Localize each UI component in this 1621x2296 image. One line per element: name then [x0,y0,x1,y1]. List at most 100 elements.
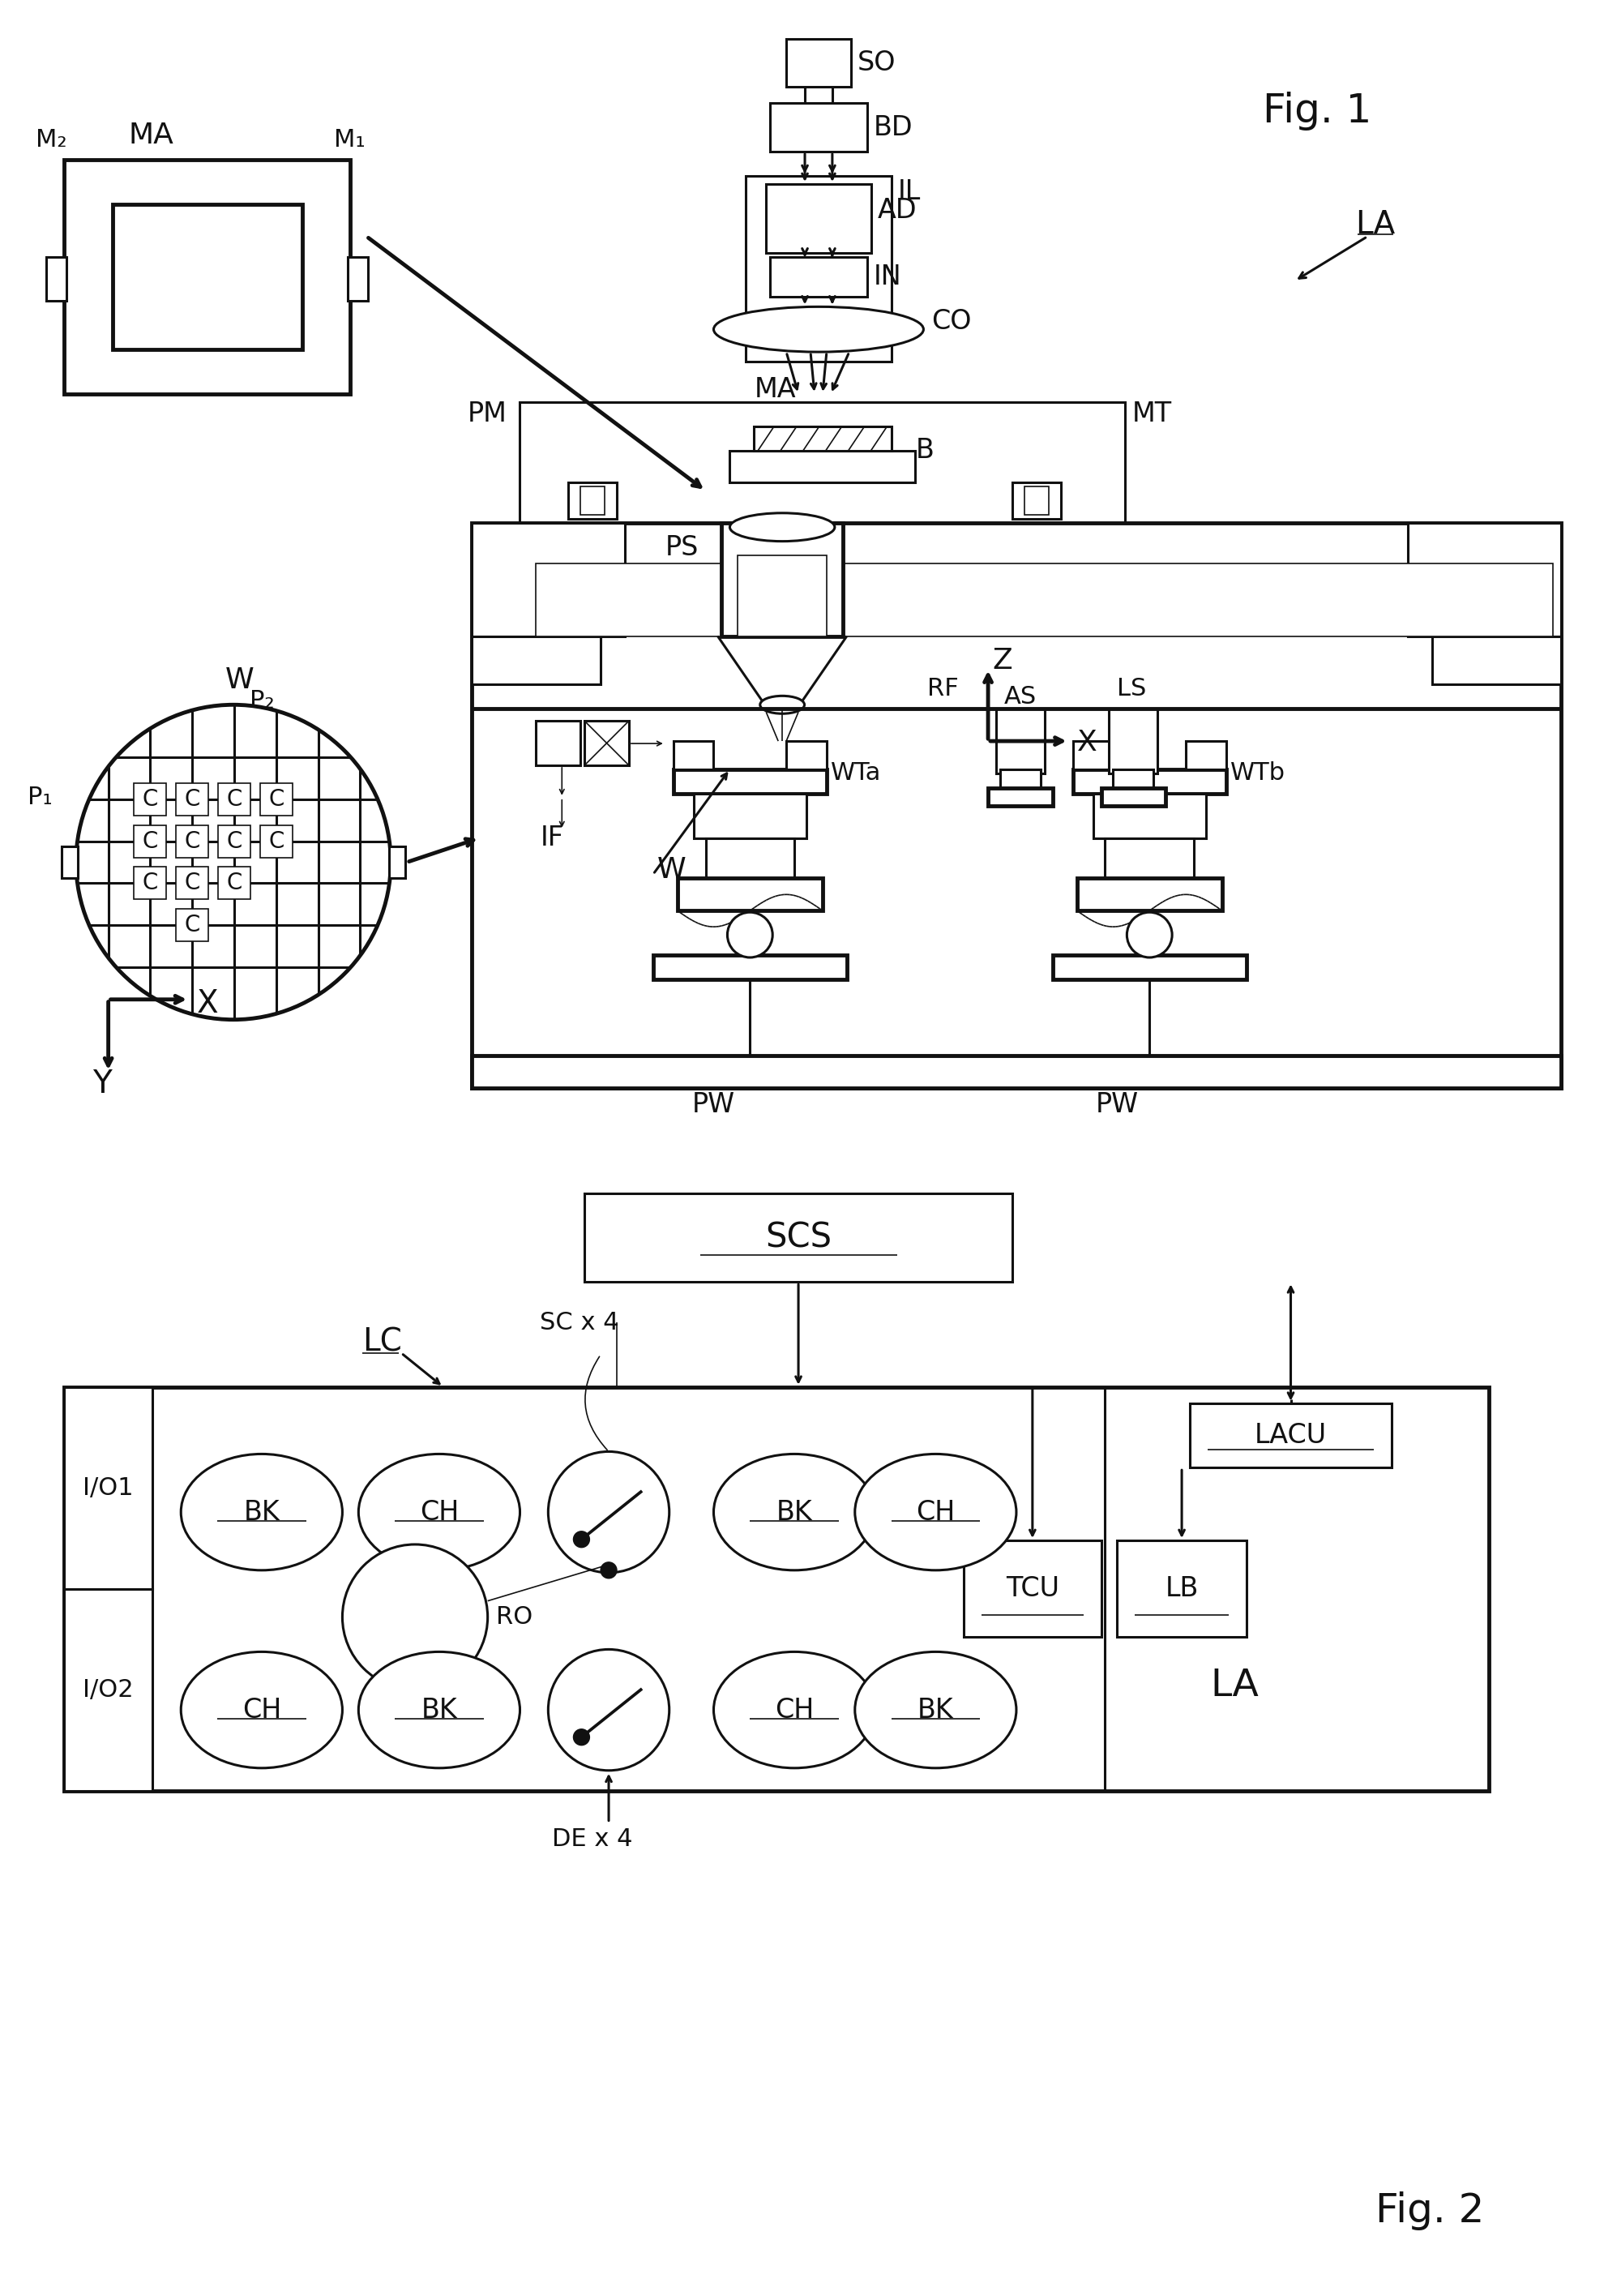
Bar [1101,788,1165,806]
Bar [997,709,1044,774]
Bar [537,563,1553,636]
Text: C: C [269,788,284,810]
Text: C: C [227,788,242,810]
Bar [177,868,209,900]
Text: P₁: P₁ [28,785,52,810]
Bar [177,783,209,815]
Text: RF: RF [927,677,960,700]
Circle shape [601,1561,616,1577]
Bar [1114,769,1154,790]
Bar [219,783,250,815]
Circle shape [574,1531,590,1548]
Bar [1431,636,1561,684]
Bar [112,204,302,349]
Bar [520,402,1125,530]
Bar [1012,482,1060,519]
Bar [219,824,250,856]
Text: Y: Y [92,1070,112,1100]
Text: MA: MA [754,377,796,404]
Bar [770,257,867,296]
Text: BD: BD [874,115,913,140]
Bar [694,794,807,838]
Text: SCS: SCS [765,1221,832,1254]
Bar [63,1387,1488,1791]
Bar [678,879,822,912]
Text: I/O1: I/O1 [83,1476,133,1499]
Bar [1106,838,1195,879]
Ellipse shape [854,1651,1016,1768]
Text: LACU: LACU [1255,1421,1328,1449]
Bar [1407,523,1561,636]
Bar [62,845,78,879]
Bar [989,788,1052,806]
Bar [705,838,794,879]
Bar [585,721,629,765]
Text: C: C [143,788,159,810]
Bar [177,824,209,856]
Text: CO: CO [932,308,971,335]
Text: BK: BK [917,1697,953,1724]
Bar [746,177,892,363]
Text: BK: BK [421,1697,457,1724]
Bar [135,824,167,856]
Ellipse shape [760,696,804,714]
Bar [1024,487,1049,514]
Text: SO: SO [858,51,896,76]
Bar [135,783,167,815]
Text: IN: IN [874,264,901,289]
Text: AD: AD [877,197,917,223]
Bar [63,1589,152,1791]
Text: C: C [227,829,242,852]
Text: PW: PW [1096,1091,1138,1118]
Text: CH: CH [242,1697,280,1724]
Text: Fig. 1: Fig. 1 [1263,92,1371,131]
Bar [569,482,616,519]
Bar [585,1194,1012,1281]
Ellipse shape [182,1453,342,1570]
Text: IF: IF [540,824,564,852]
Text: C: C [185,788,199,810]
Ellipse shape [713,308,924,351]
Bar [177,909,209,941]
Ellipse shape [358,1453,520,1570]
Text: CH: CH [775,1697,814,1724]
Text: M₁: M₁ [334,129,366,152]
Bar [673,742,713,769]
Text: W: W [225,666,254,693]
Circle shape [76,705,391,1019]
Ellipse shape [358,1651,520,1768]
Bar [673,769,827,794]
Bar [389,845,405,879]
Text: RO: RO [496,1605,532,1628]
Text: C: C [185,914,199,937]
Text: X: X [1076,728,1097,755]
Text: PS: PS [665,535,699,560]
Text: PW: PW [692,1091,736,1118]
Bar [259,783,292,815]
Bar [219,868,250,900]
Text: IL: IL [898,179,921,204]
Text: LA: LA [1355,209,1396,239]
Bar [729,450,916,482]
Bar [472,523,1561,1088]
Bar [1052,955,1247,980]
Bar [1093,794,1206,838]
Bar [1109,709,1157,774]
Text: C: C [185,829,199,852]
Bar [537,721,580,765]
Text: LS: LS [1117,677,1146,700]
Text: SC x 4: SC x 4 [540,1311,619,1334]
Text: C: C [227,872,242,895]
Bar [738,556,827,636]
Ellipse shape [182,1651,342,1768]
Bar [1076,879,1222,912]
Text: C: C [185,872,199,895]
Text: MT: MT [1131,402,1172,427]
Circle shape [548,1451,669,1573]
Bar [1000,769,1041,790]
Text: TCU: TCU [1005,1575,1059,1603]
Text: C: C [143,829,159,852]
Bar [135,868,167,900]
Bar [1073,769,1225,794]
Bar [721,523,843,636]
